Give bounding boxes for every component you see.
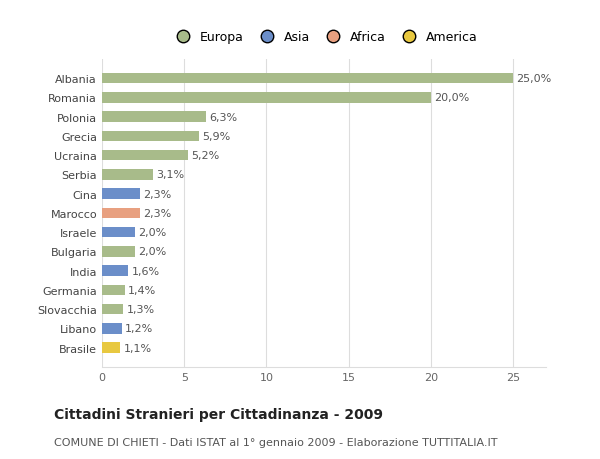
Text: 1,4%: 1,4% [128,285,157,295]
Text: 1,2%: 1,2% [125,324,153,334]
Text: 25,0%: 25,0% [517,74,551,84]
Bar [102,131,199,142]
Bar [102,208,140,219]
Bar [102,170,153,180]
Text: 1,1%: 1,1% [124,343,152,353]
Text: 1,3%: 1,3% [127,304,155,314]
Bar [102,343,120,353]
Bar [102,151,188,161]
Text: 5,2%: 5,2% [191,151,219,161]
Bar [102,246,135,257]
Text: 3,1%: 3,1% [156,170,184,180]
Bar [102,304,124,315]
Bar [102,93,431,103]
Bar [102,324,122,334]
Bar [102,112,206,123]
Text: 2,0%: 2,0% [138,247,166,257]
Legend: Europa, Asia, Africa, America: Europa, Asia, Africa, America [165,26,483,49]
Bar [102,227,135,238]
Text: 5,9%: 5,9% [202,132,230,141]
Bar [102,189,140,200]
Text: 20,0%: 20,0% [434,93,469,103]
Text: 2,3%: 2,3% [143,208,172,218]
Text: 6,3%: 6,3% [209,112,237,123]
Bar [102,266,128,276]
Text: 2,0%: 2,0% [138,228,166,238]
Bar [102,285,125,296]
Text: 2,3%: 2,3% [143,189,172,199]
Text: 1,6%: 1,6% [131,266,160,276]
Text: Cittadini Stranieri per Cittadinanza - 2009: Cittadini Stranieri per Cittadinanza - 2… [54,407,383,421]
Bar [102,73,513,84]
Text: COMUNE DI CHIETI - Dati ISTAT al 1° gennaio 2009 - Elaborazione TUTTITALIA.IT: COMUNE DI CHIETI - Dati ISTAT al 1° genn… [54,437,497,447]
